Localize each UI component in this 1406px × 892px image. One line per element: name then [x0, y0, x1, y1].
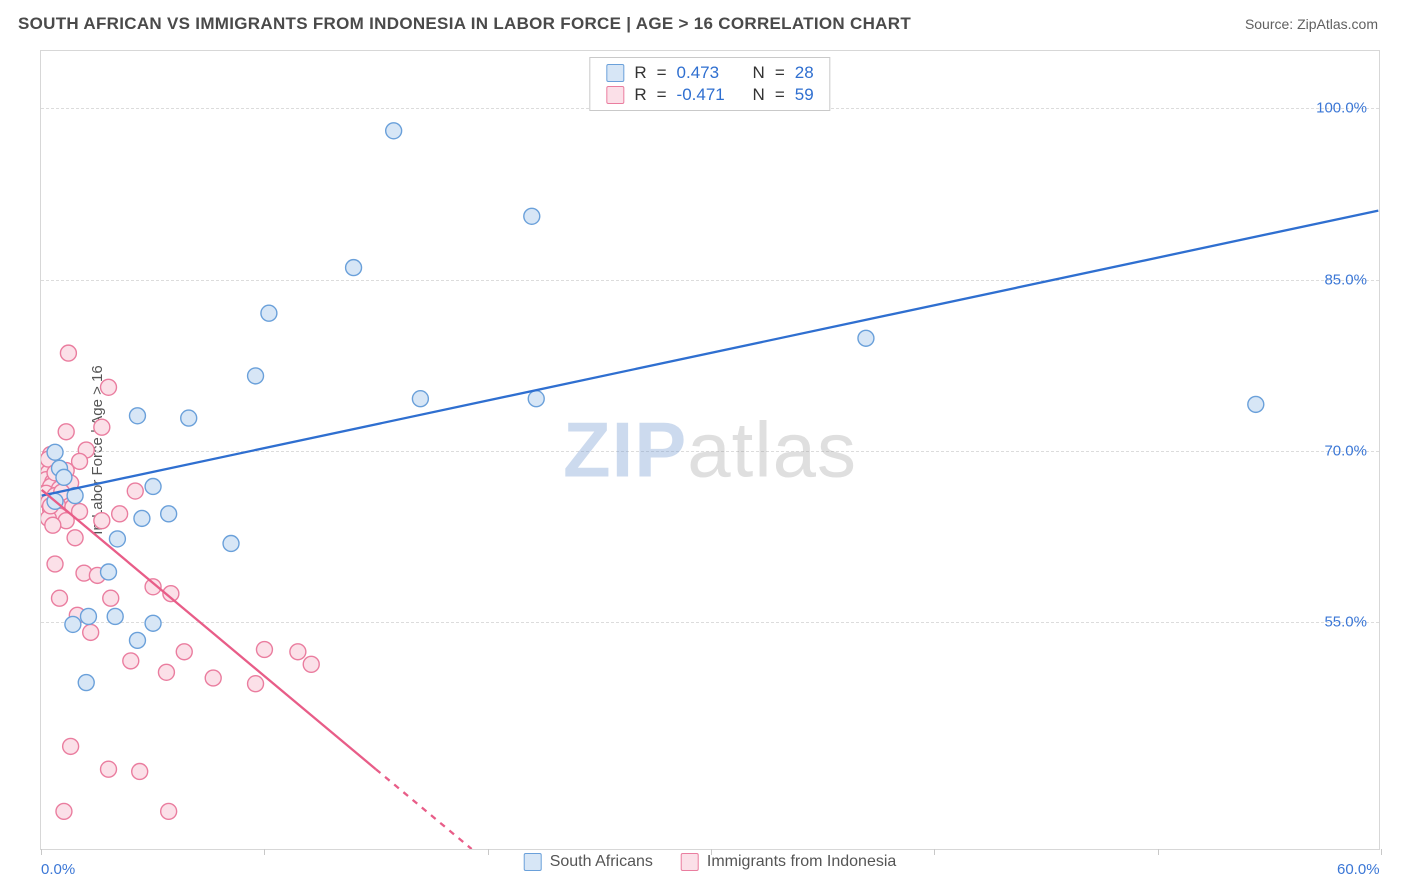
- pink-swatch-icon: [681, 853, 699, 871]
- data-point: [80, 608, 96, 624]
- data-point: [56, 469, 72, 485]
- source-attribution: Source: ZipAtlas.com: [1245, 16, 1378, 32]
- blue-swatch-icon: [606, 64, 624, 82]
- data-point: [145, 615, 161, 631]
- x-tick-label: 0.0%: [41, 861, 75, 878]
- data-point: [290, 644, 306, 660]
- data-point: [161, 506, 177, 522]
- x-tick: [41, 849, 42, 855]
- x-tick: [934, 849, 935, 855]
- data-point: [58, 424, 74, 440]
- data-point: [205, 670, 221, 686]
- data-point: [45, 517, 61, 533]
- data-point: [67, 530, 83, 546]
- data-point: [346, 260, 362, 276]
- data-point: [107, 608, 123, 624]
- n-label: N: [753, 85, 765, 105]
- data-point: [161, 803, 177, 819]
- n-label: N: [753, 63, 765, 83]
- data-point: [123, 653, 139, 669]
- data-point: [83, 624, 99, 640]
- data-point: [101, 564, 117, 580]
- data-point: [134, 510, 150, 526]
- data-point: [101, 761, 117, 777]
- data-point: [858, 330, 874, 346]
- source-name: ZipAtlas.com: [1297, 16, 1378, 32]
- data-point: [65, 616, 81, 632]
- data-point: [101, 379, 117, 395]
- data-point: [223, 536, 239, 552]
- data-point: [78, 675, 94, 691]
- blue-swatch-icon: [524, 853, 542, 871]
- data-point: [60, 345, 76, 361]
- data-point: [412, 391, 428, 407]
- data-point: [248, 368, 264, 384]
- legend-label-pink: Immigrants from Indonesia: [707, 853, 896, 871]
- legend-item-blue: South Africans: [524, 853, 653, 871]
- blue-r-value: 0.473: [677, 63, 743, 83]
- r-label: R: [634, 85, 646, 105]
- eq-sign: =: [657, 63, 667, 83]
- x-tick: [1158, 849, 1159, 855]
- x-tick: [1381, 849, 1382, 855]
- pink-r-value: -0.471: [677, 85, 743, 105]
- data-point: [261, 305, 277, 321]
- scatter-svg: [41, 51, 1379, 849]
- data-point: [145, 479, 161, 495]
- source-prefix: Source:: [1245, 16, 1297, 32]
- data-point: [132, 764, 148, 780]
- data-point: [528, 391, 544, 407]
- data-point: [94, 419, 110, 435]
- data-point: [129, 408, 145, 424]
- pink-swatch-icon: [606, 86, 624, 104]
- data-point: [176, 644, 192, 660]
- data-point: [256, 642, 272, 658]
- correlation-row-pink: R = -0.471 N = 59: [606, 84, 813, 106]
- data-point: [47, 444, 63, 460]
- legend-item-pink: Immigrants from Indonesia: [681, 853, 896, 871]
- eq-sign: =: [775, 85, 785, 105]
- data-point: [386, 123, 402, 139]
- eq-sign: =: [657, 85, 667, 105]
- legend-label-blue: South Africans: [550, 853, 653, 871]
- data-point: [248, 676, 264, 692]
- regression-line: [376, 769, 472, 849]
- blue-n-value: 28: [795, 63, 814, 83]
- data-point: [181, 410, 197, 426]
- correlation-legend-box: R = 0.473 N = 28 R = -0.471 N = 59: [589, 57, 830, 111]
- x-tick-label: 60.0%: [1337, 861, 1380, 878]
- data-point: [56, 803, 72, 819]
- regression-line: [42, 211, 1379, 496]
- x-tick: [488, 849, 489, 855]
- r-label: R: [634, 63, 646, 83]
- correlation-row-blue: R = 0.473 N = 28: [606, 62, 813, 84]
- x-tick: [264, 849, 265, 855]
- data-point: [127, 483, 143, 499]
- chart-title: SOUTH AFRICAN VS IMMIGRANTS FROM INDONES…: [18, 14, 911, 34]
- data-point: [129, 632, 145, 648]
- data-point: [52, 590, 68, 606]
- data-point: [303, 656, 319, 672]
- eq-sign: =: [775, 63, 785, 83]
- data-point: [103, 590, 119, 606]
- pink-n-value: 59: [795, 85, 814, 105]
- data-point: [524, 208, 540, 224]
- data-point: [47, 556, 63, 572]
- data-point: [112, 506, 128, 522]
- data-point: [94, 513, 110, 529]
- data-point: [158, 664, 174, 680]
- data-point: [63, 738, 79, 754]
- data-point: [109, 531, 125, 547]
- series-legend: South Africans Immigrants from Indonesia: [524, 853, 897, 871]
- data-point: [1248, 396, 1264, 412]
- chart-plot-area: In Labor Force | Age > 16 55.0%70.0%85.0…: [40, 50, 1380, 850]
